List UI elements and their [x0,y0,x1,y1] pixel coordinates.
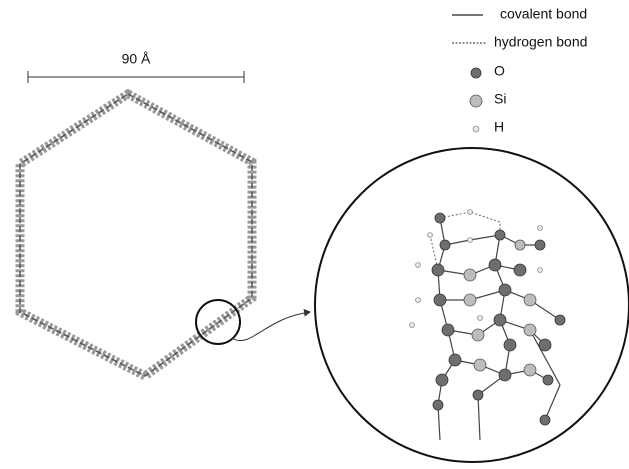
legend: covalent bond hydrogen bond O Si H [452,6,587,135]
hexagonal-ring [15,88,257,382]
zoom-view [314,147,629,463]
legend-si-symbol [469,94,483,108]
legend-label: hydrogen bond [494,34,587,50]
legend-label: covalent bond [500,6,587,22]
legend-label: Si [494,91,506,107]
molecule [409,209,566,441]
legend-label: O [494,63,505,79]
legend-label: H [494,119,504,135]
scale-label: 90 Å [122,51,151,67]
scale-bar: 90 Å [27,51,245,83]
legend-o-symbol [470,67,482,79]
ring-chain [15,88,257,382]
zoom-arrow [231,308,311,342]
legend-h-symbol [472,125,480,133]
ring-backbone [19,93,253,377]
zoom-marker [195,299,241,345]
